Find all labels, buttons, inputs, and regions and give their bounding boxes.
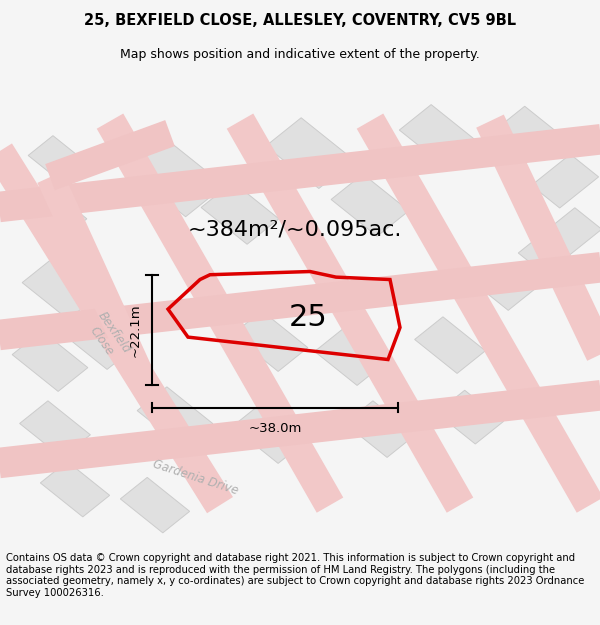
Text: Contains OS data © Crown copyright and database right 2021. This information is : Contains OS data © Crown copyright and d… xyxy=(6,553,584,598)
Polygon shape xyxy=(40,461,110,517)
Polygon shape xyxy=(137,387,213,448)
Polygon shape xyxy=(65,313,136,369)
Text: Map shows position and indicative extent of the property.: Map shows position and indicative extent… xyxy=(120,48,480,61)
Text: ~38.0m: ~38.0m xyxy=(248,422,302,435)
Text: 25: 25 xyxy=(289,303,327,332)
Polygon shape xyxy=(20,401,91,458)
Polygon shape xyxy=(22,259,98,319)
Polygon shape xyxy=(532,154,599,208)
Polygon shape xyxy=(12,331,88,391)
Polygon shape xyxy=(121,478,190,533)
Text: Gardenia Drive: Gardenia Drive xyxy=(151,457,239,497)
Text: 25, BEXFIELD CLOSE, ALLESLEY, COVENTRY, CV5 9BL: 25, BEXFIELD CLOSE, ALLESLEY, COVENTRY, … xyxy=(84,13,516,28)
Polygon shape xyxy=(266,118,354,189)
Text: ~384m²/~0.095ac.: ~384m²/~0.095ac. xyxy=(188,219,402,239)
Polygon shape xyxy=(436,390,503,444)
Polygon shape xyxy=(28,136,92,187)
Text: ~22.1m: ~22.1m xyxy=(129,303,142,357)
Polygon shape xyxy=(344,401,415,458)
Polygon shape xyxy=(484,268,536,311)
Polygon shape xyxy=(201,182,279,244)
Polygon shape xyxy=(496,106,563,160)
Polygon shape xyxy=(232,403,308,463)
Polygon shape xyxy=(518,208,600,274)
Polygon shape xyxy=(331,174,409,236)
Polygon shape xyxy=(23,188,87,239)
Polygon shape xyxy=(400,104,481,169)
Polygon shape xyxy=(314,329,385,386)
Polygon shape xyxy=(415,317,485,373)
Polygon shape xyxy=(232,311,308,371)
Polygon shape xyxy=(125,138,224,217)
Text: Bexfield
Close: Bexfield Close xyxy=(83,309,133,364)
